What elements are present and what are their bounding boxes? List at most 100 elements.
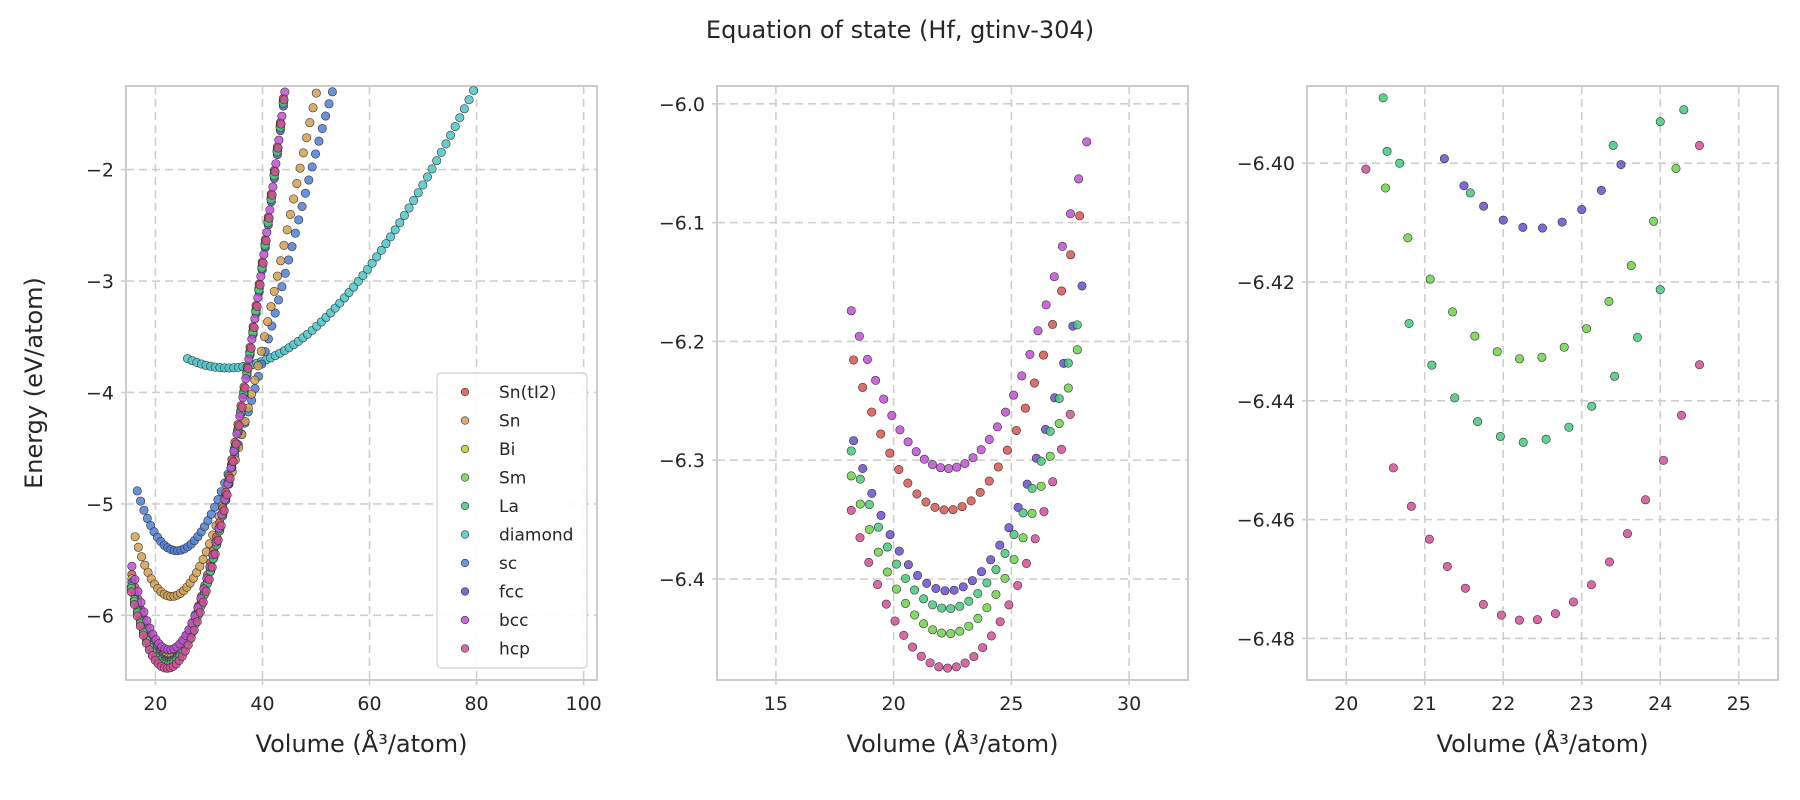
data-point (955, 601, 965, 611)
data-point (290, 228, 300, 238)
data-point (133, 542, 143, 552)
y-tick-label: −6.0 (659, 94, 705, 116)
data-point (960, 459, 970, 469)
data-point (964, 621, 974, 631)
data-point (243, 363, 253, 373)
series-La (1378, 93, 1689, 198)
data-point (250, 375, 260, 385)
data-point (900, 598, 910, 608)
data-point (1041, 300, 1051, 310)
x-tick-label: 20 (882, 693, 906, 715)
x-tick-label: 24 (1648, 693, 1672, 715)
data-point (984, 434, 994, 444)
data-point (1514, 615, 1524, 625)
data-point (1427, 360, 1437, 370)
data-point (1658, 455, 1668, 465)
legend-label: Bi (499, 440, 515, 460)
plot-area (716, 85, 1189, 681)
data-point (1616, 160, 1626, 170)
data-point (207, 562, 217, 572)
data-point (984, 476, 994, 486)
data-point (873, 522, 883, 532)
data-point (1009, 530, 1019, 540)
data-point (1049, 272, 1059, 282)
panel-1: 20 40 60 80 100 −6 −5 −4 −3 −2 Volume (Å³/atom) Ene… (20, 0, 602, 758)
data-point (1057, 286, 1067, 296)
data-point (288, 24, 296, 32)
data-point (1404, 318, 1414, 328)
data-point (975, 487, 985, 497)
x-tick-label: 20 (1334, 693, 1358, 715)
data-point (894, 546, 904, 556)
data-point (362, 264, 372, 274)
data-point (492, 39, 500, 47)
data-point (140, 560, 150, 570)
data-point (195, 607, 205, 617)
data-point (274, 295, 284, 305)
data-point (353, 276, 363, 286)
data-point (317, 123, 327, 133)
data-point (469, 86, 479, 96)
legend-marker (460, 444, 470, 454)
data-point (858, 382, 868, 392)
data-point (1671, 163, 1681, 173)
data-point (288, 19, 296, 27)
data-point (126, 587, 136, 597)
legend-marker (460, 387, 470, 397)
data-point (269, 286, 279, 296)
data-point (1655, 117, 1665, 127)
data-point (881, 599, 891, 609)
data-point (511, 0, 519, 8)
data-point (289, 194, 299, 204)
legend-label: fcc (499, 583, 524, 603)
data-point (308, 103, 318, 113)
legend-frame (436, 372, 588, 669)
data-point (1063, 358, 1073, 368)
data-point (290, 14, 298, 22)
data-point (286, 46, 294, 54)
data-point (219, 506, 229, 516)
data-point (305, 118, 315, 128)
series-diamond (183, 0, 519, 373)
series-hcp (1361, 140, 1705, 174)
data-point (995, 617, 1005, 627)
data-point (455, 113, 465, 123)
data-point (479, 68, 487, 76)
data-point (986, 555, 996, 565)
data-point (213, 535, 223, 545)
data-point (1541, 434, 1551, 444)
data-point (1082, 137, 1092, 147)
data-point (381, 239, 391, 249)
data-point (913, 570, 923, 580)
data-point (232, 429, 242, 439)
data-point (1479, 201, 1489, 211)
data-point (871, 375, 881, 385)
data-point (277, 282, 287, 292)
data-point (894, 465, 904, 475)
data-point (885, 530, 895, 540)
data-point (1640, 495, 1650, 505)
series-hcp (846, 409, 1075, 673)
data-point (324, 99, 334, 109)
data-point (288, 22, 296, 30)
data-point (135, 621, 145, 631)
data-point (1586, 580, 1596, 590)
series-La (1404, 285, 1665, 447)
data-point (289, 21, 297, 29)
data-point (372, 252, 382, 262)
y-tick-label: −6.1 (659, 213, 705, 235)
data-point (864, 500, 874, 510)
data-point (867, 407, 877, 417)
data-point (1439, 154, 1449, 164)
data-point (1604, 557, 1614, 567)
data-point (1448, 307, 1458, 317)
data-point (930, 502, 940, 512)
data-point (1518, 222, 1528, 232)
data-point (186, 633, 196, 643)
data-point (927, 460, 937, 470)
y-tick-label: −6.48 (1237, 628, 1295, 650)
legend-label: diamond (499, 526, 573, 546)
data-point (1515, 354, 1525, 364)
data-point (940, 586, 950, 596)
data-point (1074, 174, 1084, 184)
